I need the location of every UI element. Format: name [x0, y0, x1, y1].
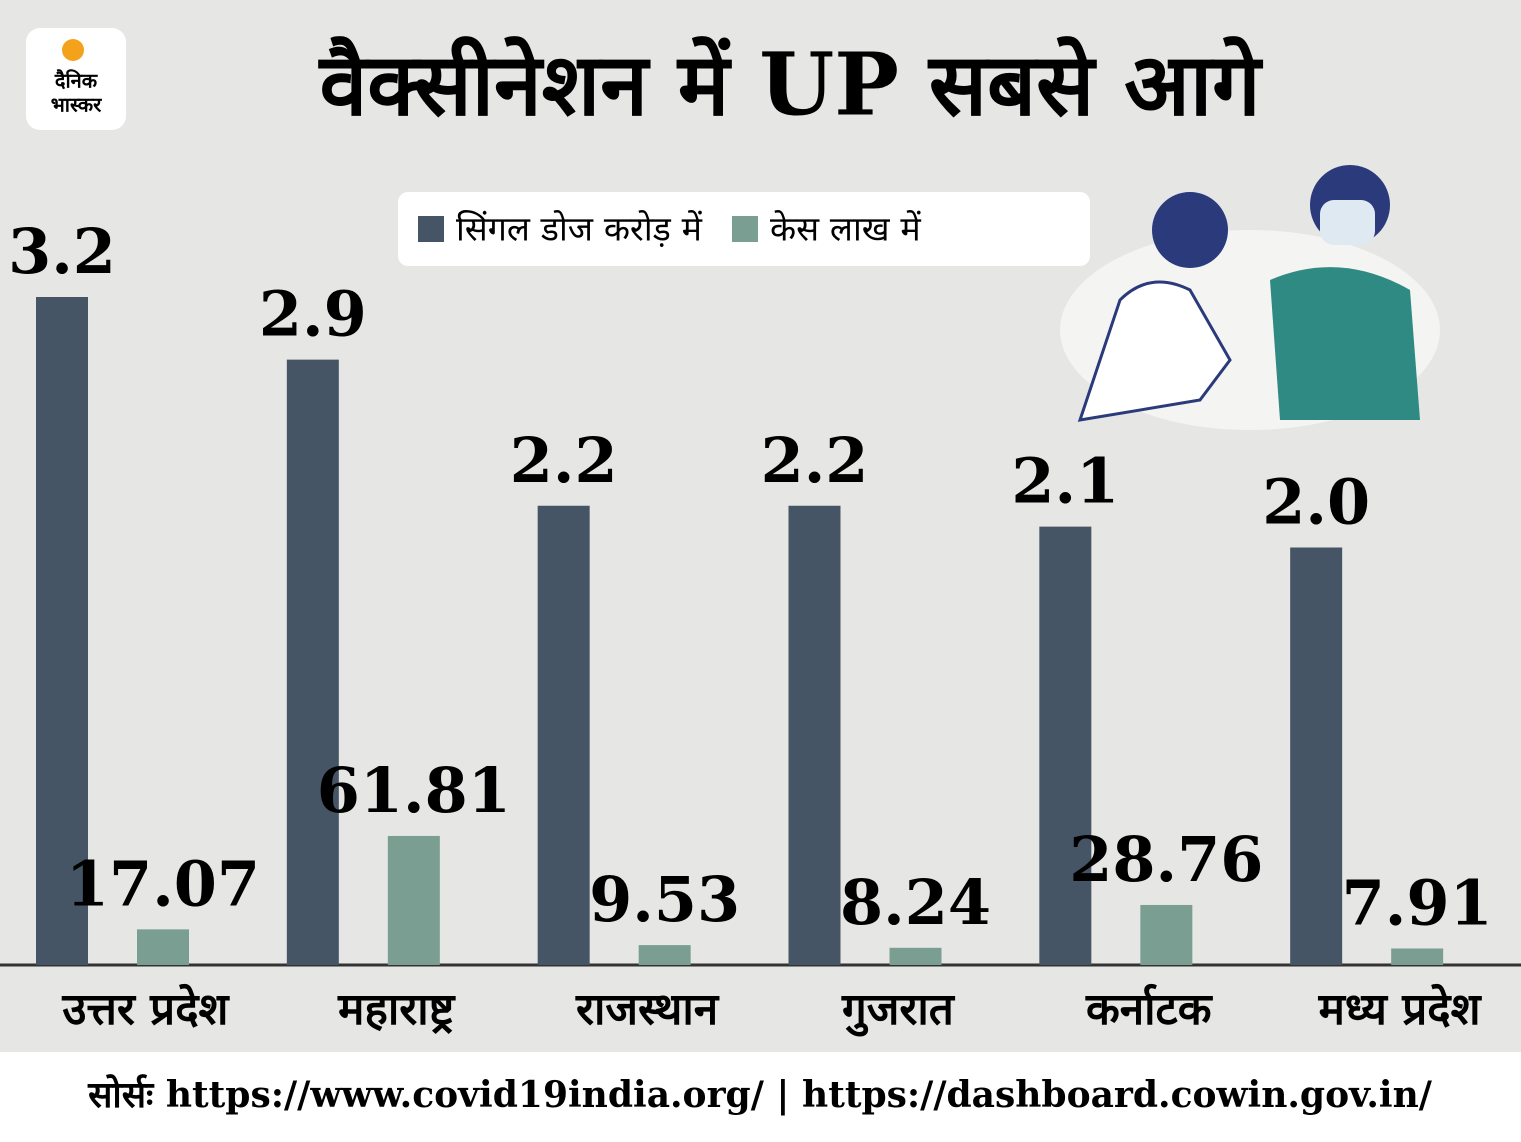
bar	[788, 505, 841, 965]
data-label: 17.07	[66, 847, 260, 920]
data-label: 2.1	[1011, 445, 1119, 518]
data-label: 9.53	[589, 863, 740, 936]
legend-label: सिंगल डोज करोड़ में	[456, 210, 703, 250]
legend-label: केस लाख में	[770, 210, 921, 250]
data-label: 28.76	[1069, 823, 1263, 896]
footer-band	[0, 1052, 1521, 1142]
nurse-head	[1152, 192, 1228, 268]
bar	[889, 947, 942, 965]
data-label: 7.91	[1342, 866, 1493, 939]
logo-box	[26, 28, 126, 130]
data-label: 2.0	[1262, 466, 1370, 539]
chart-title: वैक्सीनेशन में UP सबसे आगे	[317, 35, 1263, 136]
x-tick-label: कर्नाटक	[1085, 983, 1214, 1035]
x-tick-label: महाराष्ट्र	[337, 984, 456, 1035]
x-tick-label: राजस्थान	[575, 984, 720, 1035]
data-label: 2.2	[510, 424, 618, 497]
source: सोर्सः https://www.covid19india.org/ | h…	[87, 1074, 1433, 1116]
bar	[1039, 526, 1092, 965]
legend-swatch	[418, 216, 444, 242]
man-body	[1270, 267, 1420, 420]
bar	[137, 929, 189, 965]
logo-sun	[62, 39, 84, 61]
illustration	[1060, 165, 1440, 430]
x-tick-label: मध्य प्रदेश	[1318, 983, 1483, 1035]
bar	[286, 359, 339, 965]
bar	[638, 945, 691, 965]
bar	[1140, 904, 1193, 965]
data-label: 2.9	[259, 278, 367, 351]
man-mask	[1320, 200, 1375, 245]
legend-swatch	[731, 216, 758, 242]
x-tick-label: गुजरात	[841, 984, 956, 1037]
logo-text: दैनिक	[54, 69, 99, 93]
bar	[1290, 547, 1343, 965]
bar	[387, 835, 440, 965]
x-tick-label: उत्तर प्रदेश	[61, 983, 230, 1035]
nurse-body	[1077, 280, 1232, 422]
bar	[537, 505, 590, 965]
bar	[1391, 948, 1444, 965]
data-label: 3.2	[8, 215, 116, 288]
bar	[36, 297, 88, 965]
data-label: 8.24	[840, 866, 991, 939]
data-label: 2.2	[761, 424, 869, 497]
data-label: 61.81	[317, 754, 511, 827]
logo-text: भास्कर	[51, 93, 102, 117]
